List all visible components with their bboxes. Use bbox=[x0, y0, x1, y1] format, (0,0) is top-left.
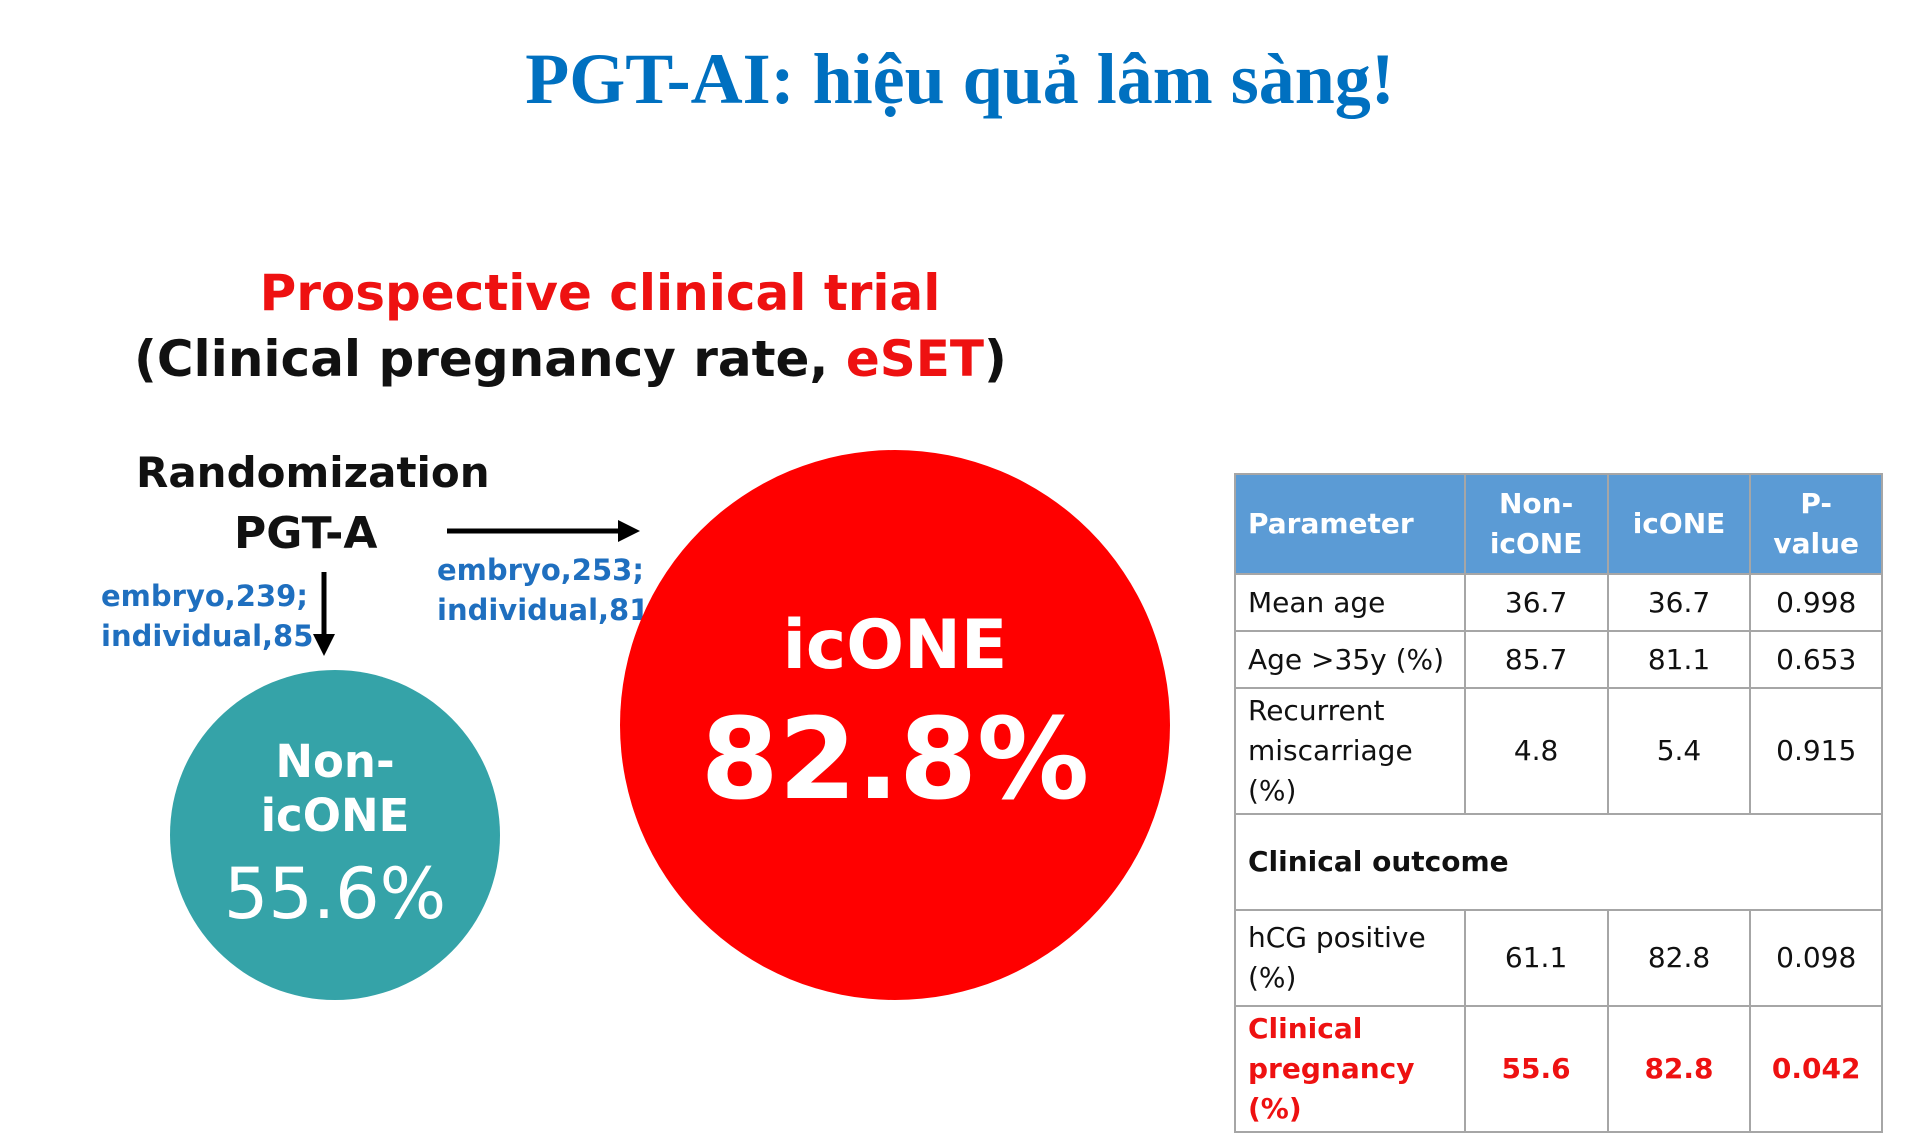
icone-circle: icONE 82.8% bbox=[620, 450, 1170, 1000]
table-row: Clinical pregnancy (%) 55.6 82.8 0.042 bbox=[1234, 1005, 1883, 1133]
circle-label: icONE bbox=[782, 605, 1008, 685]
table-cell: 85.7 bbox=[1463, 630, 1609, 689]
table-cell: 0.042 bbox=[1749, 1005, 1883, 1133]
table-cell: hCG positive (%) bbox=[1234, 909, 1466, 1007]
text: (Clinical pregnancy rate, bbox=[134, 330, 846, 388]
table-row: hCG positive (%) 61.1 82.8 0.098 bbox=[1234, 909, 1883, 1007]
table-cell: Clinical pregnancy (%) bbox=[1234, 1005, 1466, 1133]
table-cell: 0.098 bbox=[1749, 909, 1883, 1007]
arrow-head bbox=[618, 520, 640, 542]
count-line: embryo,239; bbox=[101, 579, 308, 613]
table-cell: 82.8 bbox=[1606, 909, 1752, 1007]
table-cell: 0.653 bbox=[1749, 630, 1883, 689]
table-row: Mean age 36.7 36.7 0.998 bbox=[1234, 573, 1883, 632]
slide-title: PGT-AI: hiệu quả lâm sàng! bbox=[525, 39, 1395, 119]
results-table: Parameter Non-icONE icONE P-value Mean age 36… bbox=[1234, 473, 1883, 1133]
table-cell: 4.8 bbox=[1463, 687, 1609, 815]
header-cell: Parameter bbox=[1234, 473, 1466, 575]
circle-label: icONE bbox=[260, 789, 410, 842]
non-icone-circle: Non- icONE 55.6% bbox=[170, 670, 500, 1000]
randomization-label: Randomization bbox=[136, 448, 490, 497]
table-cell: 61.1 bbox=[1463, 909, 1609, 1007]
trial-heading: Prospective clinical trial bbox=[259, 264, 941, 322]
table-cell: 55.6 bbox=[1463, 1005, 1609, 1133]
count-line: individual,85 bbox=[101, 619, 314, 653]
count-line: individual,81 bbox=[437, 593, 650, 627]
table-row: Age >35y (%) 85.7 81.1 0.653 bbox=[1234, 630, 1883, 689]
header-cell: Non-icONE bbox=[1463, 473, 1609, 575]
header-cell: P-value bbox=[1749, 473, 1883, 575]
circle-label: Non- bbox=[275, 735, 395, 788]
table-cell: 81.1 bbox=[1606, 630, 1752, 689]
header-row: Parameter Non-icONE icONE P-value bbox=[1234, 473, 1883, 575]
table-cell: Age >35y (%) bbox=[1234, 630, 1466, 689]
table-row: Recurrent miscarriage (%) 4.8 5.4 0.915 bbox=[1234, 687, 1883, 815]
trial-subheading: (Clinical pregnancy rate, eSET) bbox=[134, 330, 1007, 388]
circle-rate: 55.6% bbox=[223, 853, 447, 935]
table-row: Clinical outcome bbox=[1234, 813, 1883, 911]
table-cell: Mean age bbox=[1234, 573, 1466, 632]
table-cell: 0.915 bbox=[1749, 687, 1883, 815]
table-cell: 5.4 bbox=[1606, 687, 1752, 815]
text: ) bbox=[984, 330, 1007, 388]
count-line: embryo,253; bbox=[437, 553, 644, 587]
table-cell: 36.7 bbox=[1606, 573, 1752, 632]
table-cell: 82.8 bbox=[1606, 1005, 1752, 1133]
arrow-head bbox=[313, 634, 335, 656]
table-cell: Clinical outcome bbox=[1234, 813, 1883, 911]
highlight: eSET bbox=[845, 330, 985, 388]
table-cell: Recurrent miscarriage (%) bbox=[1234, 687, 1466, 815]
counts: embryo,239; individual,85 bbox=[101, 576, 313, 656]
counts: embryo,253; individual,81 bbox=[437, 550, 649, 630]
table-cell: 0.998 bbox=[1749, 573, 1883, 632]
slide: PGT-AI: hiệu quả lâm sàng! Prospective c… bbox=[101, 39, 1883, 1133]
method-label: PGT-A bbox=[234, 508, 378, 559]
table-cell: 36.7 bbox=[1463, 573, 1609, 632]
circle-rate: 82.8% bbox=[700, 694, 1090, 825]
header-cell: icONE bbox=[1606, 473, 1752, 575]
